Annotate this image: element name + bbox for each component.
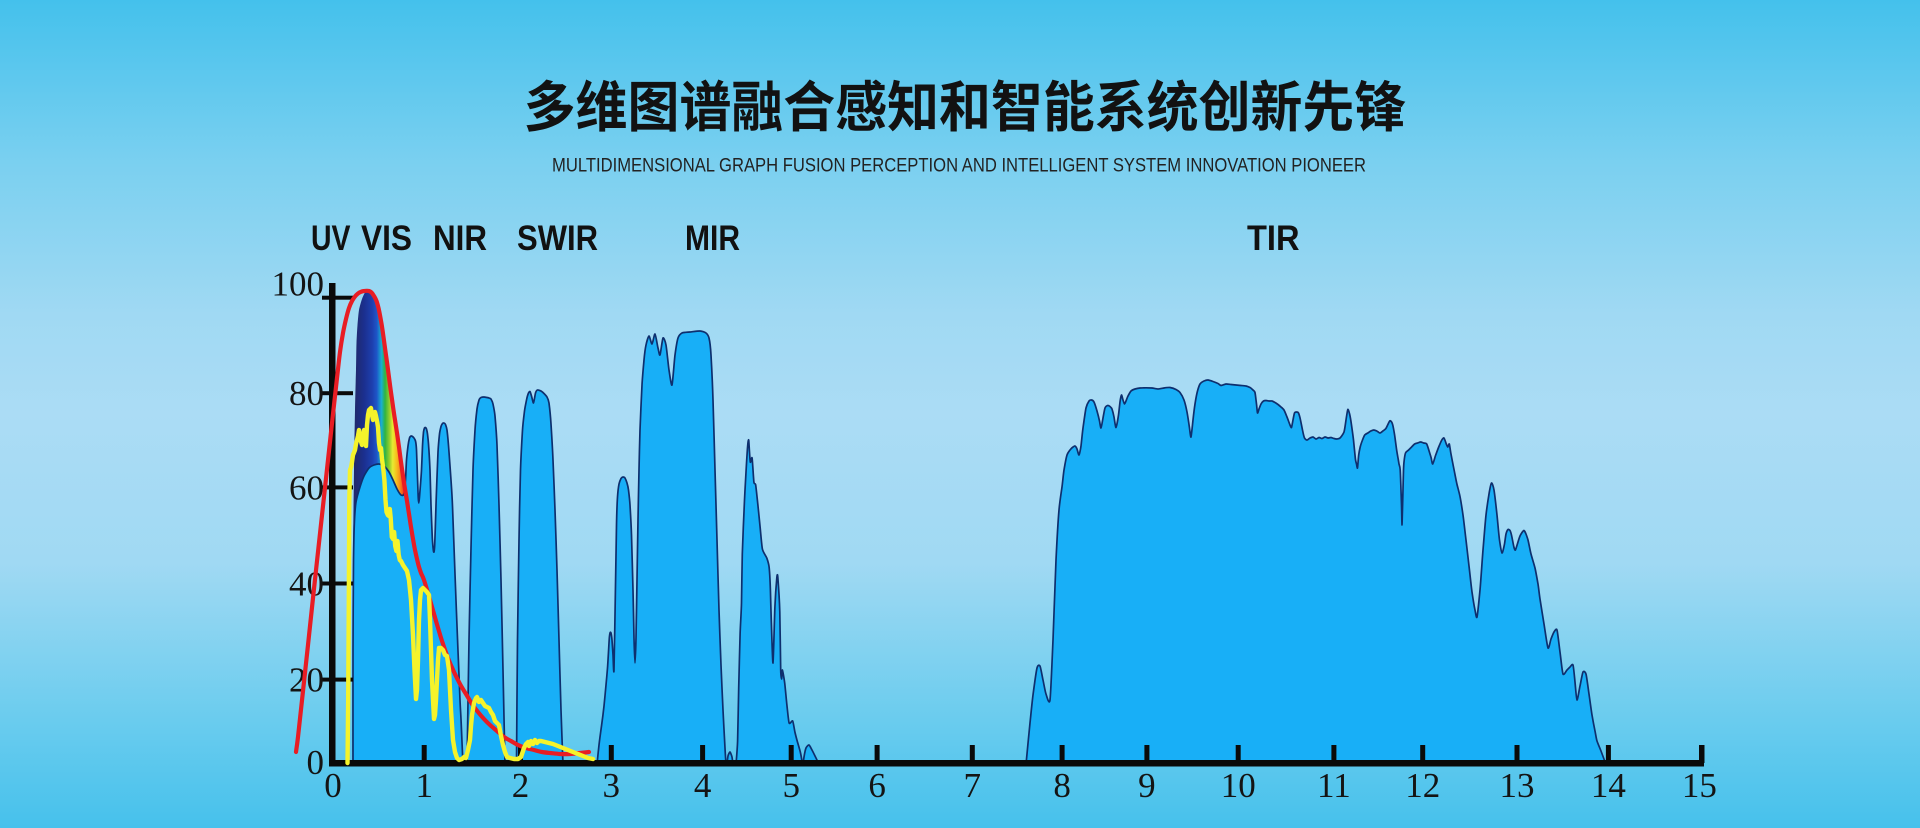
svg-text:9: 9 — [1138, 766, 1156, 805]
svg-text:10: 10 — [1221, 766, 1256, 805]
svg-text:5: 5 — [782, 766, 800, 805]
svg-text:8: 8 — [1053, 766, 1071, 805]
svg-text:TIR: TIR — [1247, 219, 1300, 258]
svg-text:MULTIDIMENSIONAL GRAPH FUSION: MULTIDIMENSIONAL GRAPH FUSION PERCEPTION… — [552, 156, 1366, 177]
svg-text:MIR: MIR — [685, 219, 740, 258]
svg-text:0: 0 — [307, 743, 325, 782]
svg-text:6: 6 — [868, 766, 886, 805]
svg-text:11: 11 — [1317, 766, 1351, 805]
svg-text:12: 12 — [1405, 766, 1440, 805]
svg-text:14: 14 — [1591, 766, 1626, 805]
svg-text:13: 13 — [1500, 766, 1535, 805]
svg-text:2: 2 — [512, 766, 530, 805]
svg-text:80: 80 — [289, 374, 324, 413]
svg-text:100: 100 — [272, 265, 325, 304]
svg-text:UV: UV — [311, 219, 351, 258]
svg-text:1: 1 — [415, 766, 433, 805]
svg-text:NIR: NIR — [433, 219, 487, 258]
svg-text:60: 60 — [289, 468, 324, 507]
svg-text:15: 15 — [1682, 766, 1717, 805]
svg-text:0: 0 — [324, 766, 342, 805]
svg-text:3: 3 — [603, 766, 621, 805]
svg-text:SWIR: SWIR — [517, 219, 598, 258]
svg-text:VIS: VIS — [361, 219, 412, 258]
svg-text:7: 7 — [964, 766, 982, 805]
svg-text:40: 40 — [289, 565, 324, 604]
svg-text:4: 4 — [694, 766, 712, 805]
